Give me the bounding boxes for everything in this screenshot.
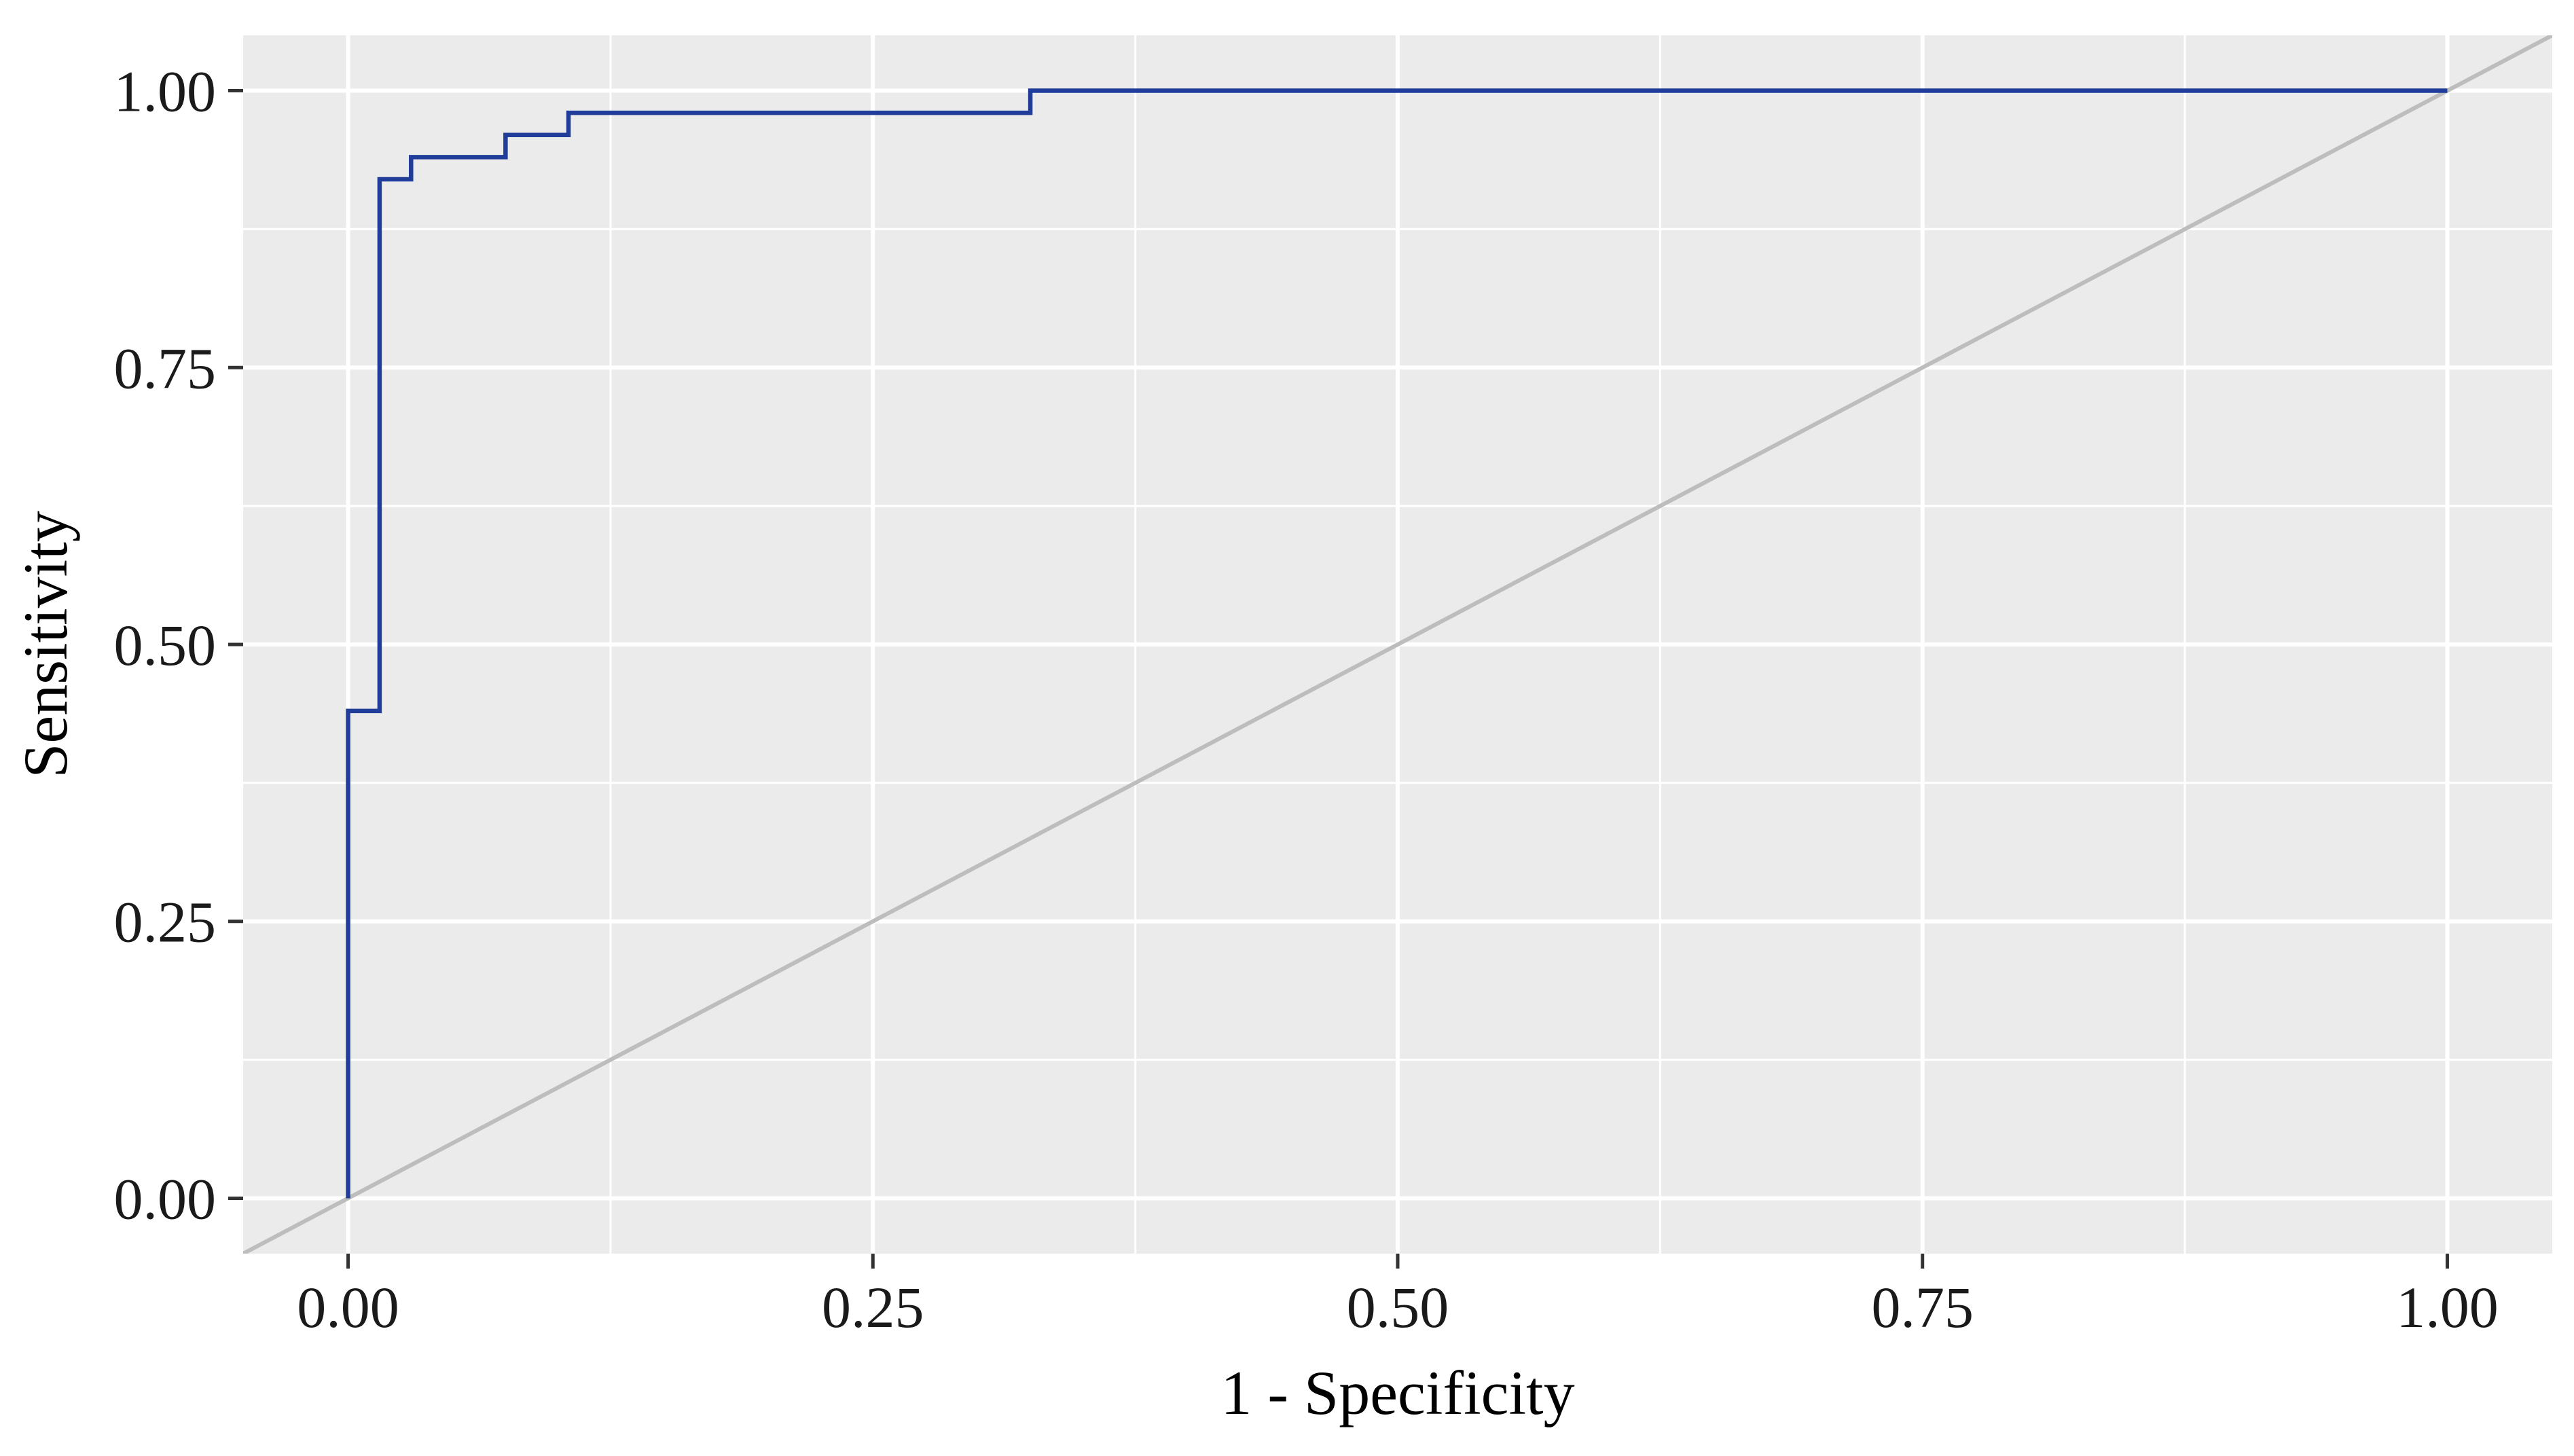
y-tick-label-3: 0.75 <box>114 335 217 401</box>
y-tick-labels: 0.00 0.25 0.50 0.75 1.00 <box>114 59 217 1232</box>
x-tick-label-1: 0.25 <box>822 1275 924 1340</box>
x-tick-labels: 0.00 0.25 0.50 0.75 1.00 <box>297 1275 2498 1340</box>
reference-diagonal-line <box>243 35 2552 1254</box>
y-tick-label-4: 1.00 <box>114 59 217 124</box>
x-tick-label-0: 0.00 <box>297 1275 399 1340</box>
y-tick-label-2: 0.50 <box>114 613 217 678</box>
roc-curve-line <box>346 88 2448 1199</box>
x-axis-title: 1 - Specificity <box>1220 1358 1574 1427</box>
x-tick-label-4: 1.00 <box>2396 1275 2499 1340</box>
series-layer <box>243 35 2552 1254</box>
axis-ticks <box>228 89 2449 1269</box>
y-tick-label-0: 0.00 <box>114 1166 217 1231</box>
y-tick-label-1: 0.25 <box>114 890 217 955</box>
x-tick-label-2: 0.50 <box>1347 1275 1449 1340</box>
x-tick-label-3: 0.75 <box>1871 1275 1974 1340</box>
y-axis-title: Sensitivity <box>11 511 80 778</box>
